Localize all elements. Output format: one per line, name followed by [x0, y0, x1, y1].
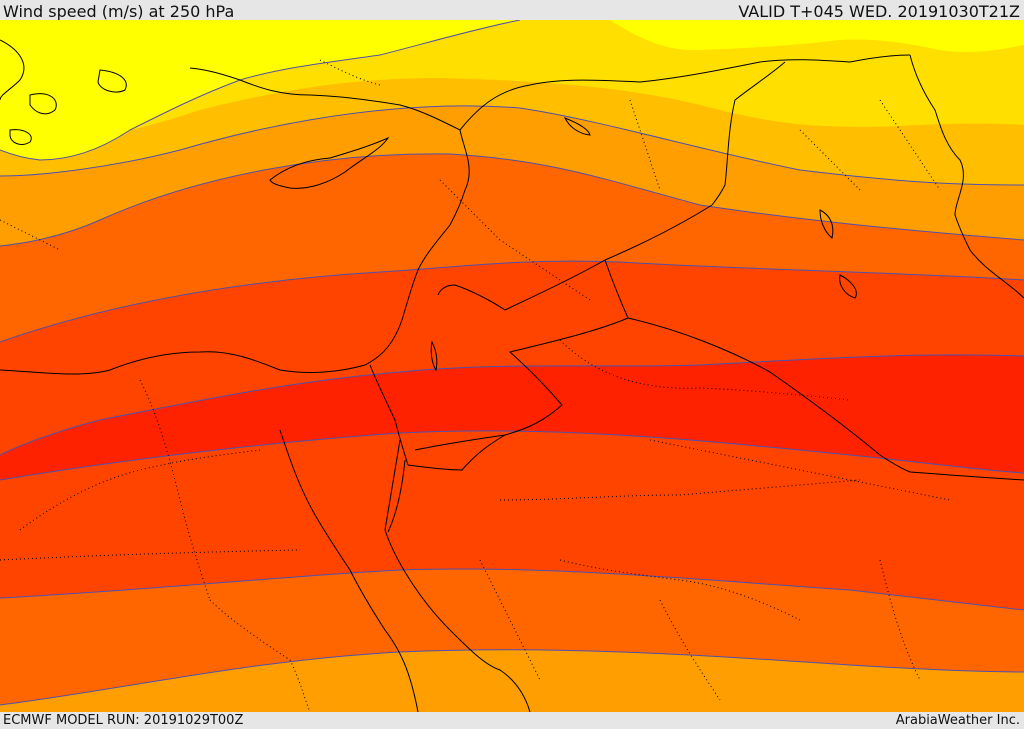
wind-band-north-1	[0, 20, 520, 160]
wind-speed-map	[0, 20, 1024, 712]
valid-time-label: VALID T+045 WED. 20191030T21Z	[738, 2, 1020, 21]
wind-band-north-1-east	[610, 20, 1024, 52]
coastlines	[0, 39, 857, 712]
credit-label: ArabiaWeather Inc.	[895, 713, 1020, 728]
internal-boundaries	[0, 59, 951, 712]
model-run-label: ECMWF MODEL RUN: 20191029T00Z	[3, 713, 244, 728]
map-title: Wind speed (m/s) at 250 hPa	[3, 2, 235, 21]
isotach-contours	[0, 20, 1024, 706]
political-borders	[369, 54, 1024, 481]
wind-band-south-4	[0, 649, 1024, 712]
